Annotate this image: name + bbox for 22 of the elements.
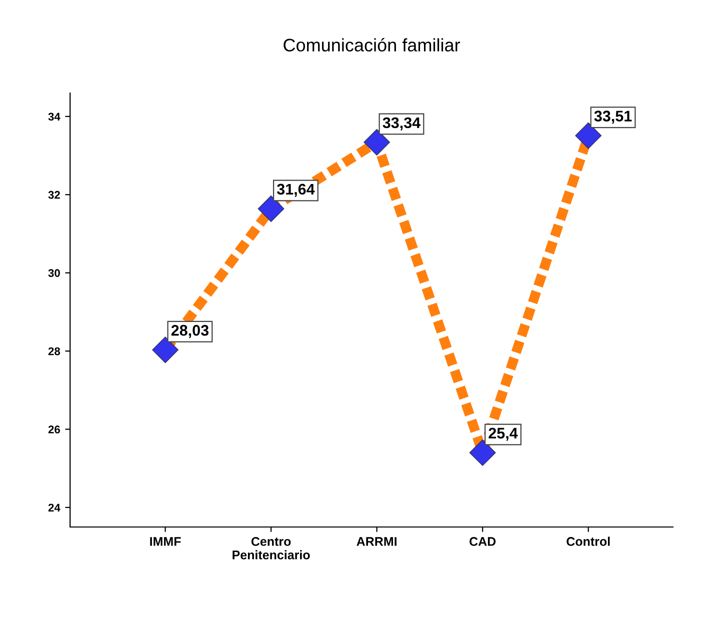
point	[575, 122, 602, 149]
point	[364, 129, 390, 156]
x-tick-label: Control	[566, 536, 610, 546]
x-tick-label: CAD	[470, 537, 496, 546]
data-label: 33,51	[594, 110, 632, 124]
chart-title: Comunicación familiar	[284, 38, 460, 52]
y-tick-label: 28	[48, 347, 60, 356]
data-label: 33,34	[382, 117, 421, 130]
point	[152, 336, 179, 364]
data-label: 28,03	[171, 324, 209, 338]
y-tick-label: 24	[48, 504, 60, 512]
point	[469, 439, 496, 466]
x-tick-label: Centro Penitenciario	[232, 537, 310, 560]
point	[258, 196, 284, 222]
x-tick-label: IMMF	[150, 537, 181, 546]
y-tick-label: 32	[48, 190, 60, 199]
y-tick-label: 30	[48, 269, 60, 278]
data-label: 31,64	[276, 184, 315, 197]
x-tick-label: ARRMI	[356, 537, 396, 546]
y-tick-label: 26	[48, 426, 60, 434]
data-label: 25,4	[488, 428, 518, 441]
y-tick-label: 34	[48, 112, 60, 121]
